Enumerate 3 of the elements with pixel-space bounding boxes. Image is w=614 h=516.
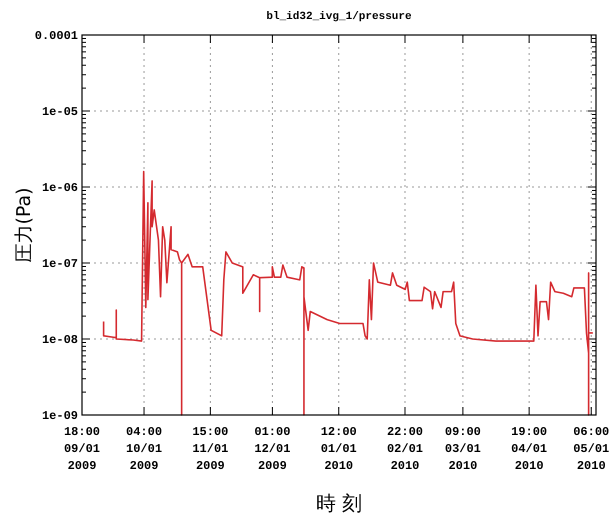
ylabel: 圧力(Pa) xyxy=(13,187,35,263)
title: bl_id32_ivg_1/pressure xyxy=(266,11,412,23)
xlabel: 時 刻 xyxy=(316,491,362,515)
